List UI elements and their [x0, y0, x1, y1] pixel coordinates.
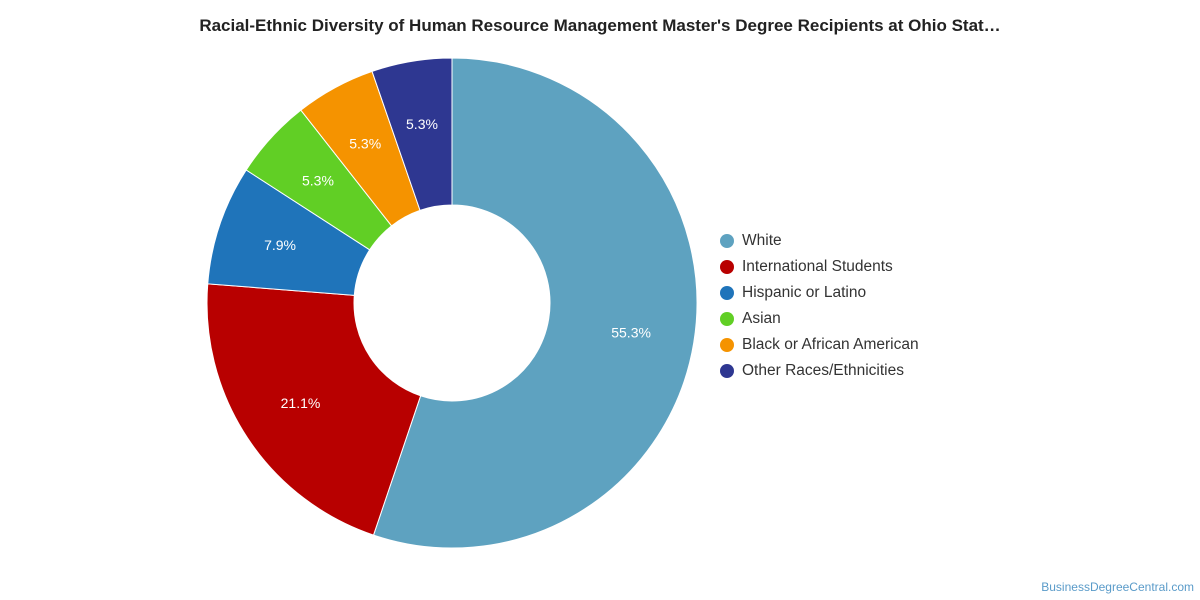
- legend-marker: [720, 312, 734, 326]
- legend-item[interactable]: Hispanic or Latino: [720, 280, 1020, 306]
- data-label: 5.3%: [349, 136, 381, 152]
- legend-marker: [720, 364, 734, 378]
- legend-marker: [720, 260, 734, 274]
- data-label: 21.1%: [281, 395, 321, 411]
- legend-label: White: [742, 232, 782, 249]
- legend-marker: [720, 286, 734, 300]
- legend-label: Other Races/Ethnicities: [742, 362, 904, 379]
- legend-label: Hispanic or Latino: [742, 284, 867, 301]
- legend-marker: [720, 338, 734, 352]
- legend-item[interactable]: Asian: [720, 306, 1020, 332]
- legend-item[interactable]: Other Races/Ethnicities: [720, 358, 1020, 384]
- slice-international-students[interactable]: [206, 283, 422, 536]
- chart-title: Racial-Ethnic Diversity of Human Resourc…: [199, 16, 1001, 35]
- legend: White International Students Hispanic or L…: [720, 228, 1020, 384]
- data-label: 5.3%: [406, 116, 438, 132]
- legend-marker: [720, 234, 734, 248]
- legend-item[interactable]: International Students: [720, 254, 1020, 280]
- data-label: 5.3%: [302, 173, 334, 189]
- legend-label: Asian: [742, 310, 781, 327]
- legend-label: International Students: [742, 258, 893, 275]
- data-label: 7.9%: [264, 237, 296, 253]
- legend-item[interactable]: Black or African American: [720, 332, 1020, 358]
- slice-other-races-ethnicities[interactable]: [371, 57, 453, 211]
- legend-item[interactable]: White: [720, 228, 1020, 254]
- legend-label: Black or African American: [742, 336, 919, 353]
- data-label: 55.3%: [611, 324, 651, 340]
- slice-white[interactable]: [372, 57, 698, 549]
- source-credit[interactable]: BusinessDegreeCentral.com: [1041, 580, 1194, 594]
